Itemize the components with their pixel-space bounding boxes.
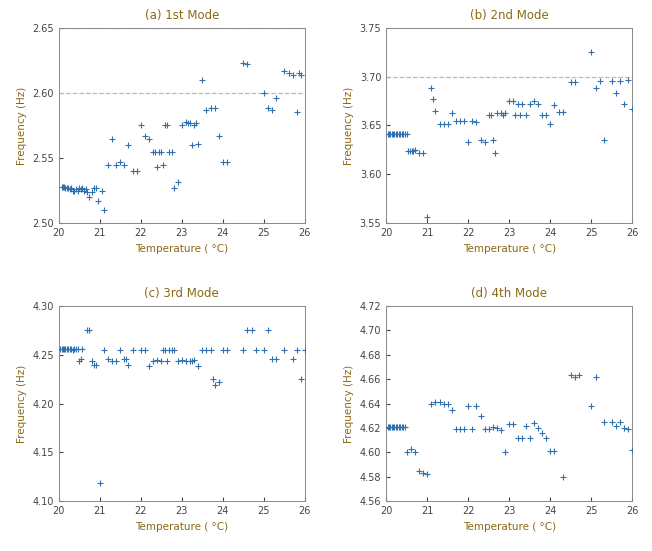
- Y-axis label: Frequency (Hz): Frequency (Hz): [17, 364, 27, 442]
- Title: (c) 3rd Mode: (c) 3rd Mode: [145, 287, 219, 300]
- Title: (b) 2nd Mode: (b) 2nd Mode: [470, 9, 549, 22]
- Title: (d) 4th Mode: (d) 4th Mode: [471, 287, 547, 300]
- Y-axis label: Frequency (Hz): Frequency (Hz): [344, 87, 354, 165]
- X-axis label: Temperature ( °C): Temperature ( °C): [135, 244, 228, 254]
- X-axis label: Temperature ( °C): Temperature ( °C): [463, 244, 556, 254]
- Title: (a) 1st Mode: (a) 1st Mode: [145, 9, 219, 22]
- X-axis label: Temperature ( °C): Temperature ( °C): [463, 522, 556, 532]
- X-axis label: Temperature ( °C): Temperature ( °C): [135, 522, 228, 532]
- Y-axis label: Frequency (Hz): Frequency (Hz): [16, 87, 27, 165]
- Y-axis label: Frequency (Hz): Frequency (Hz): [344, 364, 354, 442]
